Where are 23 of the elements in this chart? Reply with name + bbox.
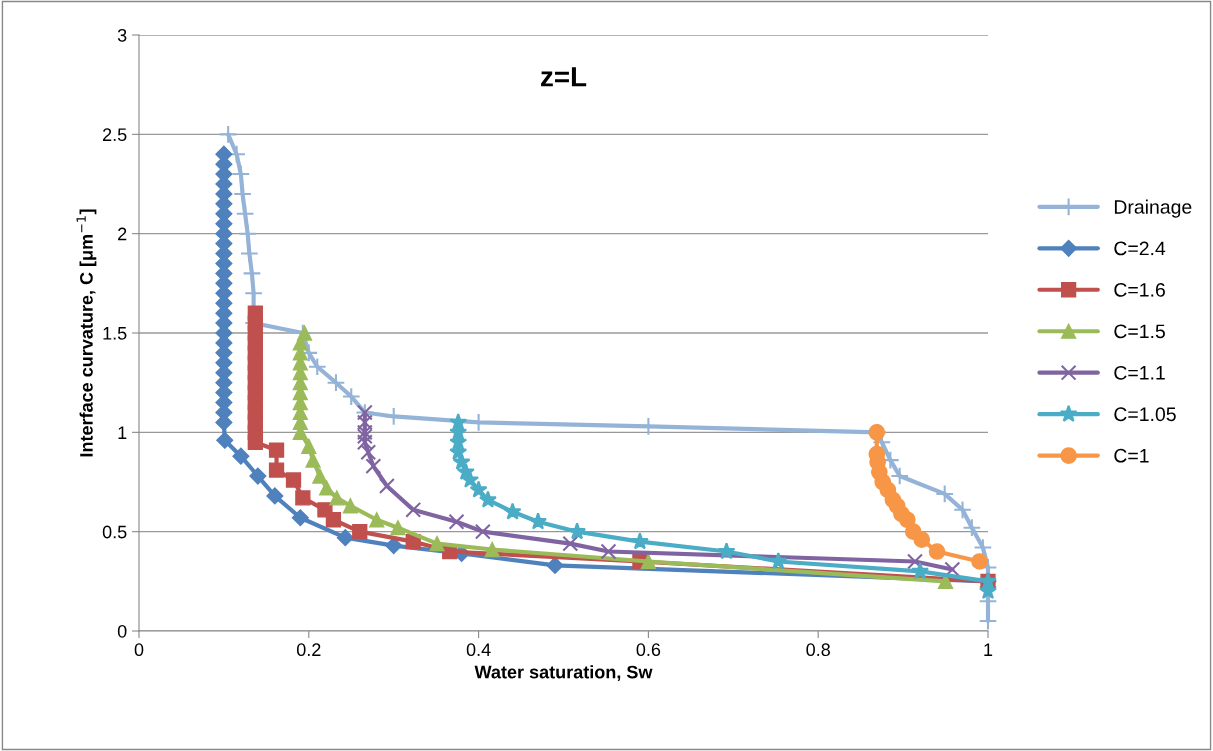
legend-label: C=1.1 [1114,365,1165,380]
x-tick-label: 0 [134,643,144,657]
y-tick-label: 2.5 [103,128,127,142]
legend-label: C=1.05 [1114,407,1176,422]
text: z=L [541,67,587,87]
y-tick-label: 3 [117,28,127,42]
legend-label: Drainage [1114,199,1192,218]
legend-label: C=1.5 [1114,324,1165,339]
legend-label: C=2.4 [1114,241,1166,256]
y-tick-label: 2 [118,227,127,241]
x-tick-label: 1 [984,643,993,656]
x-tick-label: 0.4 [466,643,491,657]
y-tick-label: 0.5 [102,525,127,539]
y-axis-title: Interface curvature, C [μm$^{−1}$] [76,209,97,457]
legend-label: C=1.6 [1114,282,1165,297]
y-tick-label: 0 [117,624,127,638]
y-tick-label: 1 [118,426,127,439]
x-tick-label: 0.8 [806,643,830,657]
x-tick-label: 0.2 [296,643,321,657]
y-tick-label: 1.5 [103,327,127,340]
x-axis-title: Water saturation, Sw [474,665,653,682]
legend-label: C=1 [1114,448,1149,463]
x-tick-label: 0.6 [636,643,661,657]
